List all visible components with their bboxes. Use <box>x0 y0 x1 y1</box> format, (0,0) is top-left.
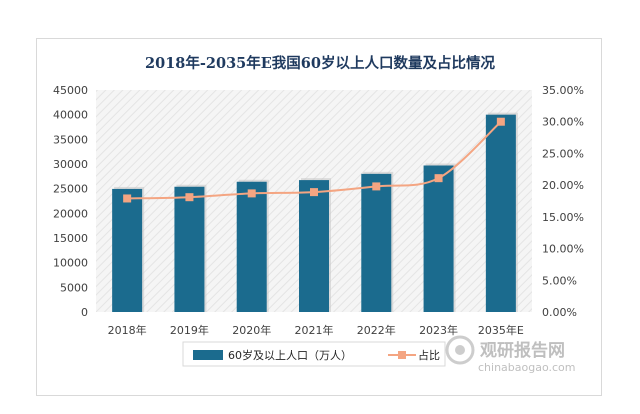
line-point <box>496 117 505 126</box>
bar <box>174 186 205 312</box>
right-tick-label: 5.00% <box>542 274 577 287</box>
line-point <box>372 182 381 191</box>
left-tick-label: 25000 <box>53 183 88 196</box>
bar <box>361 173 392 312</box>
left-tick-label: 35000 <box>53 133 88 146</box>
watermark: 观研报告网 chinabaogao.com <box>445 335 576 374</box>
right-tick-label: 30.00% <box>542 116 584 129</box>
legend-bar-swatch <box>193 350 223 360</box>
right-axis-ticks: 0.00% 5.00% 10.00% 15.00% 20.00% 25.00% 30.00%… <box>542 84 584 319</box>
right-tick-label: 15.00% <box>542 211 584 224</box>
x-tick-label: 2035年E <box>478 323 524 337</box>
right-tick-label: 20.00% <box>542 179 584 192</box>
right-tick-label: 25.00% <box>542 147 584 160</box>
x-axis-ticks: 2018年 2019年 2020年 2021年 2022年 2023年 2035年E <box>108 323 524 337</box>
bar <box>236 181 267 312</box>
legend: 60岁及以上人口（万人） 占比 <box>182 341 446 367</box>
bar <box>299 180 329 312</box>
x-tick-label: 2023年 <box>419 323 458 337</box>
x-tick-label: 2020年 <box>232 323 271 337</box>
left-tick-label: 0 <box>81 306 88 319</box>
line-point <box>247 189 256 198</box>
left-axis-ticks: 0 5000 10000 15000 20000 25000 30000 35000 40000… <box>53 84 88 319</box>
left-tick-label: 30000 <box>53 158 88 171</box>
left-tick-label: 20000 <box>53 207 88 220</box>
left-tick-label: 10000 <box>53 257 88 270</box>
watermark-logo-icon <box>445 335 475 365</box>
watermark-text-cn: 观研报告网 <box>479 340 565 361</box>
bar <box>485 114 516 313</box>
legend-line-label: 占比 <box>418 348 440 362</box>
watermark-logo-dot <box>455 345 465 355</box>
right-tick-label: 0.00% <box>542 306 577 319</box>
x-tick-label: 2018年 <box>108 323 147 337</box>
line-point <box>123 194 132 203</box>
bar <box>112 188 143 312</box>
right-tick-label: 35.00% <box>542 84 584 97</box>
left-tick-label: 15000 <box>53 232 88 245</box>
line-point <box>434 174 443 183</box>
legend-line-marker <box>398 351 406 359</box>
line-point <box>310 188 318 197</box>
right-tick-label: 10.00% <box>542 243 584 256</box>
legend-box <box>182 341 446 367</box>
x-tick-label: 2021年 <box>295 323 334 337</box>
bar <box>423 165 454 312</box>
chart-title: 2018年-2035年E我国60岁以上人口数量及占比情况 <box>145 54 495 72</box>
left-tick-label: 45000 <box>53 84 88 97</box>
x-tick-label: 2022年 <box>357 323 396 337</box>
x-tick-label: 2019年 <box>170 323 209 337</box>
legend-bar-label: 60岁及以上人口（万人） <box>228 348 352 362</box>
line-point <box>185 193 194 202</box>
bar-series <box>112 112 518 313</box>
line-series <box>123 117 505 203</box>
left-tick-label: 5000 <box>60 281 88 294</box>
left-tick-label: 40000 <box>53 109 88 122</box>
watermark-text-en: chinabaogao.com <box>478 361 576 374</box>
